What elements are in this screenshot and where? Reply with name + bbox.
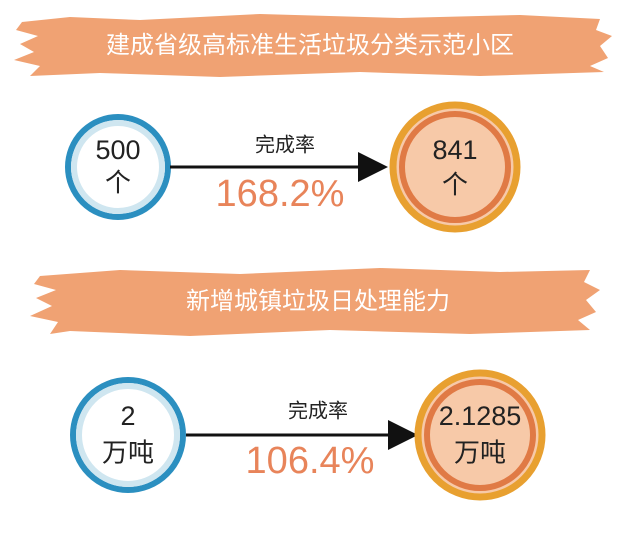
rate-label: 完成率 xyxy=(255,133,315,157)
actual-unit: 万吨 xyxy=(454,439,506,469)
rate-label: 完成率 xyxy=(288,399,348,423)
actual-ring xyxy=(399,111,511,223)
target-unit: 个 xyxy=(105,169,131,199)
target-ring xyxy=(71,120,165,214)
rate: 106.4% xyxy=(246,440,375,482)
banner xyxy=(30,268,600,336)
section: 建成省级高标准生活垃圾分类示范小区 500 个 完成率 168.2% 841 个 xyxy=(14,14,612,233)
section: 新增城镇垃圾日处理能力 2 万吨 完成率 106.4% 2.1285 万吨 xyxy=(30,268,600,501)
rate: 168.2% xyxy=(216,173,345,215)
actual-value: 841 xyxy=(432,135,477,165)
actual-unit: 个 xyxy=(442,171,468,201)
section-title: 新增城镇垃圾日处理能力 xyxy=(186,287,450,315)
banner xyxy=(14,14,612,77)
target-value: 2 xyxy=(120,401,135,431)
actual-ring xyxy=(424,379,536,491)
actual-value: 2.1285 xyxy=(439,401,522,431)
target-unit: 万吨 xyxy=(102,439,154,469)
target-value: 500 xyxy=(95,135,140,165)
target-ring xyxy=(76,383,180,487)
section-title: 建成省级高标准生活垃圾分类示范小区 xyxy=(106,31,514,59)
